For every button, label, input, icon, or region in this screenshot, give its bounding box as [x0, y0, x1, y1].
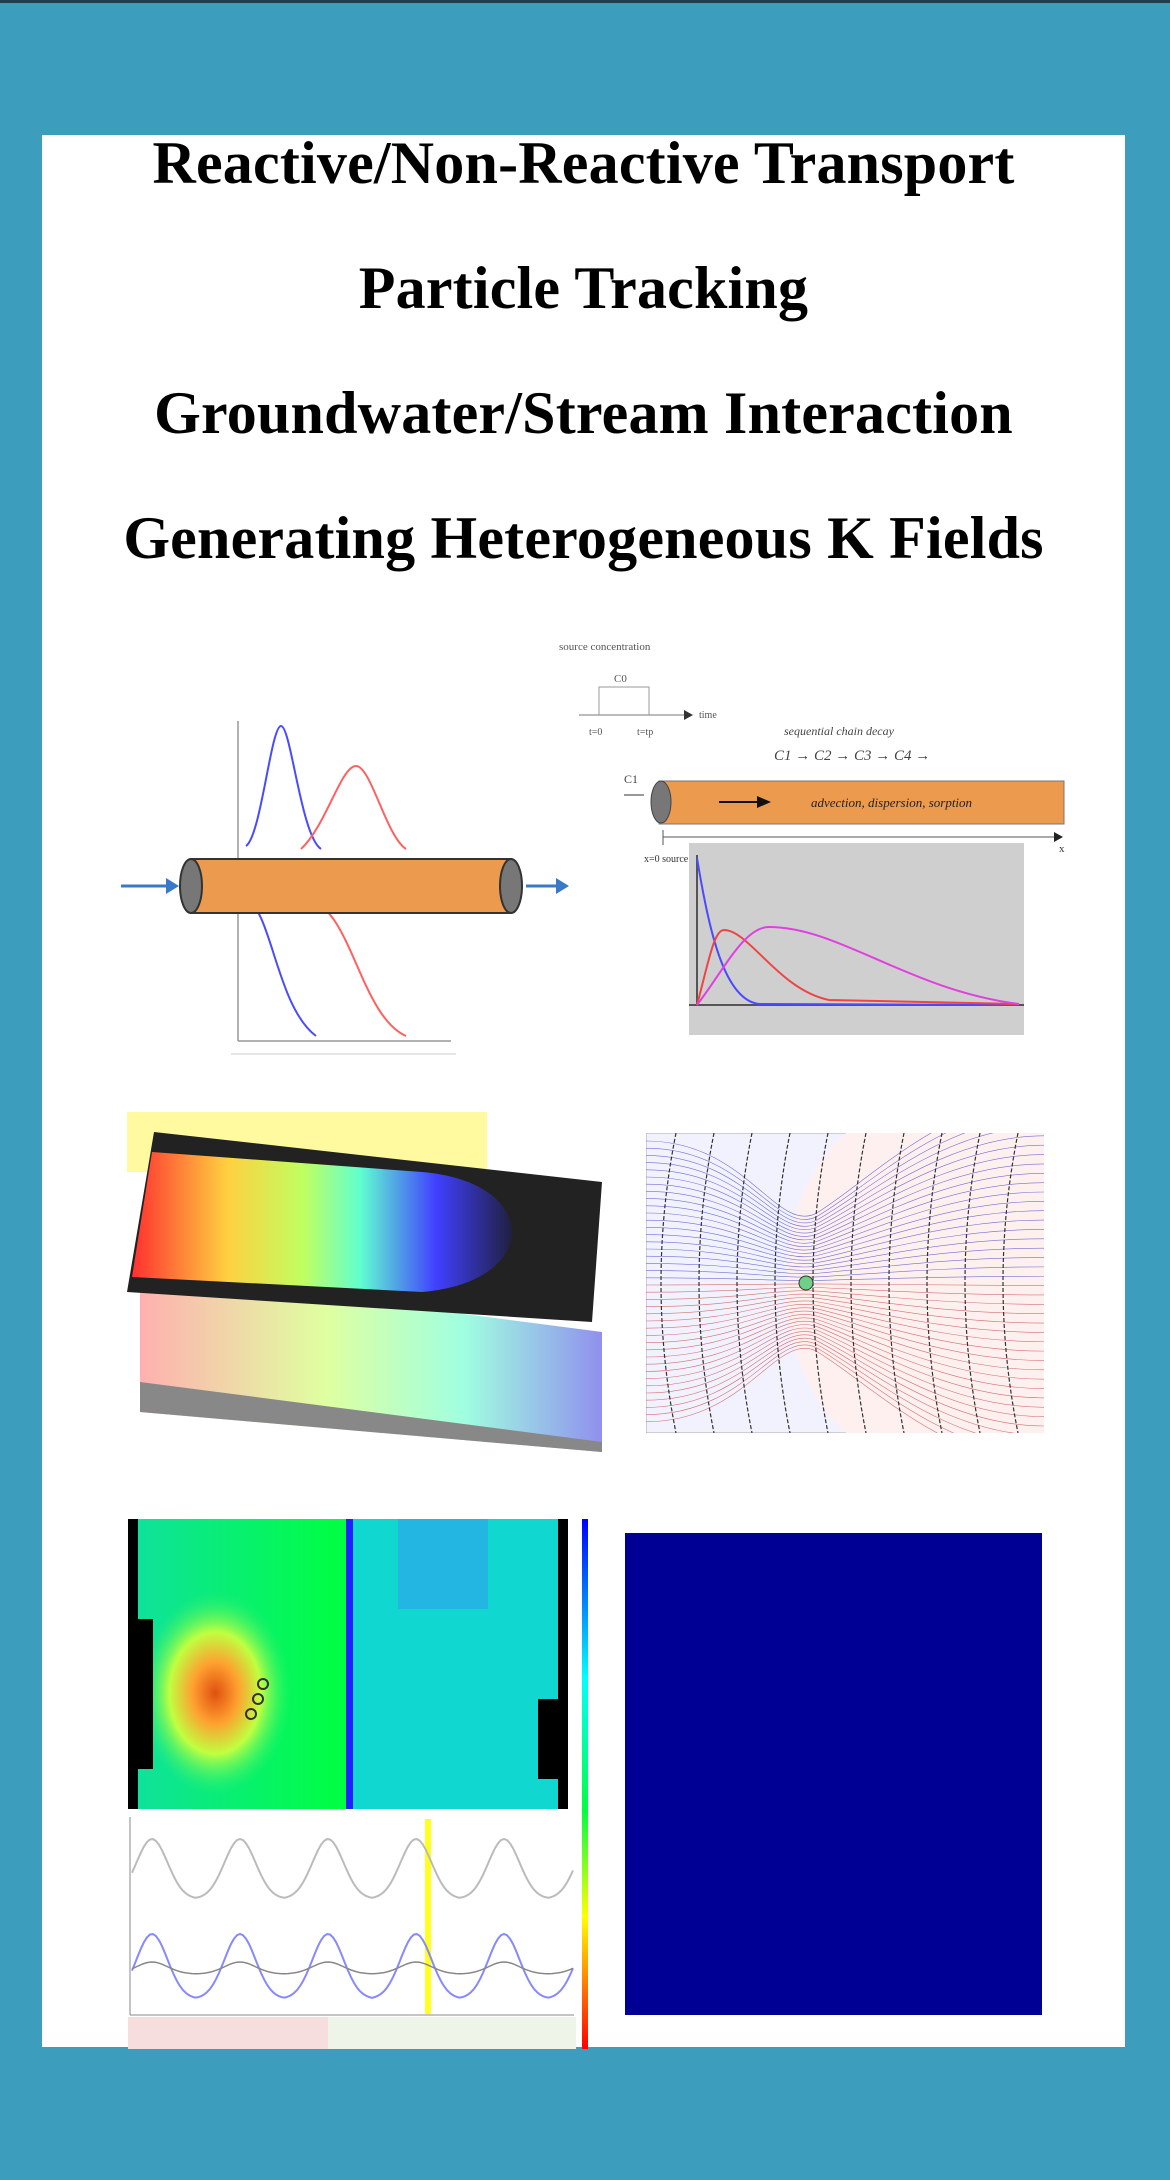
svg-text:time: time [699, 710, 717, 721]
svg-text:t=0: t=0 [589, 727, 602, 738]
stream-interaction-figure [118, 1519, 588, 2049]
heterogeneous-k-field [625, 1533, 1042, 2015]
chain-equation: C1 → C2 → C3 → C4 → [774, 748, 930, 764]
svg-text:x: x [1059, 843, 1065, 855]
flow-net-figure [646, 1133, 1044, 1433]
plume-3d-figure [122, 1112, 607, 1457]
tube-breakthrough-figure [111, 706, 571, 1056]
title-groundwater-stream: Groundwater/Stream Interaction [154, 380, 1013, 446]
title-reactive-transport: Reactive/Non-Reactive Transport [152, 130, 1015, 196]
title-particle-tracking: Particle Tracking [358, 255, 809, 321]
process-label: advection, dispersion, sorption [811, 795, 972, 810]
poster-panel: Reactive/Non-Reactive Transport Particle… [42, 130, 1125, 2049]
svg-text:C1: C1 [624, 772, 638, 786]
chain-decay-figure: source concentration time C0 t=0 t=tp se… [549, 630, 1069, 1035]
top-border [0, 0, 1170, 3]
source-concentration-label: source concentration [559, 641, 651, 653]
concentration-plot [689, 843, 1024, 1035]
svg-text:C0: C0 [614, 673, 627, 685]
source-zone-label: x=0 source zone [644, 854, 710, 865]
svg-text:t=tp: t=tp [637, 727, 653, 738]
title-heterogeneous-k: Generating Heterogeneous K Fields [123, 505, 1044, 571]
decay-label: sequential chain decay [784, 724, 895, 738]
